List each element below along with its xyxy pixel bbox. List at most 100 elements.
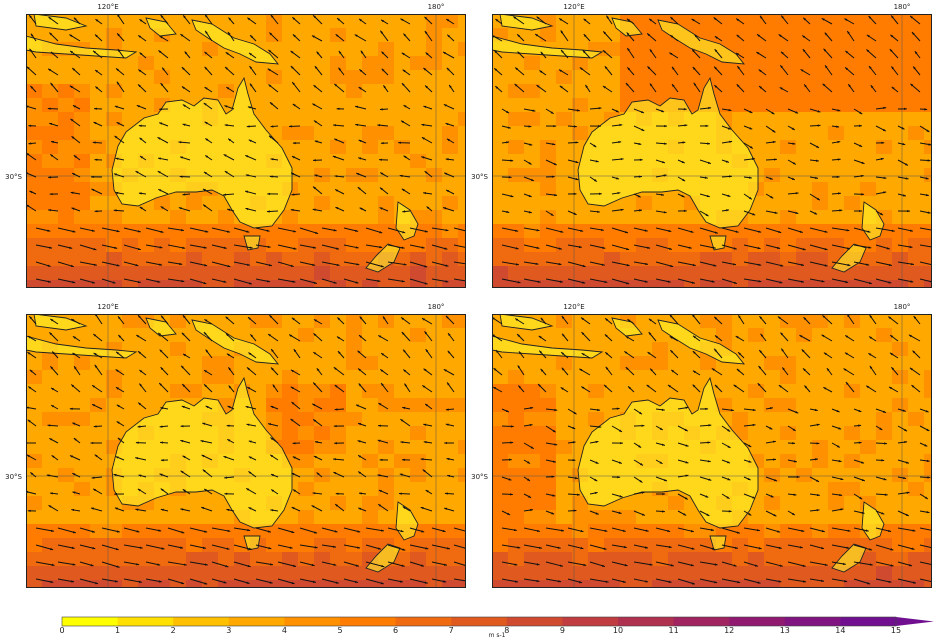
wind-arrow	[743, 578, 761, 584]
wind-arrow	[321, 244, 340, 250]
map-panel-top-left	[26, 14, 466, 288]
wind-arrow	[365, 261, 384, 268]
wind-arrow	[167, 527, 185, 534]
colorbar-tick-label: 4	[282, 626, 287, 635]
wind-arrow	[167, 578, 185, 585]
wind-arrow	[365, 527, 385, 532]
wind-arrow	[699, 561, 718, 566]
colorbar-extend-arrow	[896, 617, 934, 626]
wind-arrow	[831, 261, 851, 266]
wind-arrow	[233, 561, 251, 568]
wind-arrow	[743, 227, 762, 233]
wind-arrow	[211, 544, 230, 550]
wind-arrow	[853, 544, 873, 551]
graticule	[26, 14, 466, 288]
wind-arrow	[387, 261, 407, 266]
wind-arrow	[787, 244, 806, 251]
colorbar-segment	[340, 617, 397, 626]
colorbar-fill	[61, 616, 934, 627]
wind-arrow	[567, 261, 586, 268]
land-layer	[492, 314, 885, 573]
new-guinea-coastline	[191, 319, 280, 365]
lat-label-30s-top-left: 30°S	[5, 173, 22, 181]
wind-arrow	[787, 561, 806, 567]
new-zealand-coastline	[365, 501, 419, 573]
colorbar-tick-label: 0	[59, 626, 64, 635]
map-frame	[492, 314, 932, 588]
wind-arrow	[831, 544, 850, 549]
wind-arrow	[699, 227, 718, 234]
wind-arrow	[545, 527, 565, 532]
wind-arrow	[233, 278, 253, 285]
wind-arrow	[35, 578, 54, 583]
wind-arrow	[35, 561, 55, 566]
wind-arrow	[387, 561, 405, 567]
wind-arrow	[211, 261, 231, 268]
wind-arrow	[743, 244, 761, 250]
wind-arrow	[787, 527, 805, 532]
wind-arrow	[809, 227, 828, 233]
wind-arrow	[743, 544, 762, 550]
wind-arrow	[277, 278, 296, 283]
wind-arrow	[809, 561, 828, 566]
wind-arrow	[919, 227, 932, 231]
wind-arrow	[189, 561, 208, 566]
colorbar-tick-label: 13	[780, 626, 790, 635]
map-panel-bottom-right	[492, 314, 932, 588]
wind-arrow	[677, 544, 695, 550]
wind-arrow	[255, 561, 274, 566]
wind-arrow	[189, 261, 208, 267]
lon-label-180-top-right: 180°	[894, 3, 911, 11]
wind-arrow	[35, 544, 54, 551]
wind-arrow	[875, 561, 894, 567]
wind-arrow	[721, 227, 739, 233]
australia-coastline	[577, 76, 759, 229]
colorbar-tick-label: 2	[171, 626, 176, 635]
colorbar-segment	[395, 617, 452, 626]
wind-arrow	[255, 578, 273, 584]
colorbar-tick-label: 5	[337, 626, 342, 635]
wind-arrow	[233, 544, 252, 550]
wind-arrow	[101, 561, 120, 568]
wind-arrow	[277, 227, 297, 233]
wind-arrow	[809, 244, 828, 251]
wind-arrow	[655, 561, 674, 567]
lat-label-30s-bottom-right: 30°S	[471, 473, 488, 481]
wind-arrow	[387, 244, 405, 249]
wind-arrow	[589, 278, 608, 283]
wind-arrow	[897, 527, 916, 532]
wind-arrow	[431, 278, 449, 283]
colorbar-tick-label: 9	[560, 626, 565, 635]
wind-arrow	[677, 578, 695, 585]
wind-arrow	[765, 278, 783, 284]
colorbar-unit-label: m s-1	[489, 632, 506, 639]
wind-vectors	[492, 15, 932, 285]
wind-arrow	[589, 544, 607, 550]
wind-arrow	[853, 278, 873, 285]
wind-arrow	[611, 278, 630, 285]
wind-arrow	[611, 244, 630, 251]
wind-arrow	[57, 278, 76, 284]
wind-arrow	[897, 544, 915, 550]
tasmania-coastline	[243, 535, 261, 551]
wind-arrow	[567, 278, 586, 284]
wind-arrow	[277, 527, 295, 534]
lon-label-120e-bottom-left: 120°E	[97, 303, 118, 311]
wind-arrow	[501, 244, 519, 250]
lat-label-30s-bottom-left: 30°S	[5, 473, 22, 481]
wind-arrow	[787, 578, 807, 583]
wind-arrow	[145, 227, 164, 233]
wind-arrow	[677, 261, 696, 266]
map-frame	[492, 14, 932, 288]
lon-label-180-bottom-left: 180°	[428, 303, 445, 311]
wind-arrow	[343, 527, 361, 533]
wind-arrow	[189, 527, 208, 533]
wind-arrow	[853, 578, 871, 585]
wind-arrow	[589, 578, 609, 583]
wind-arrow	[211, 227, 231, 233]
wind-arrow	[189, 227, 209, 233]
lon-label-180-top-left: 180°	[428, 3, 445, 11]
wind-arrow	[831, 227, 850, 232]
colorbar-segment	[506, 617, 563, 626]
wind-arrow	[409, 578, 428, 584]
